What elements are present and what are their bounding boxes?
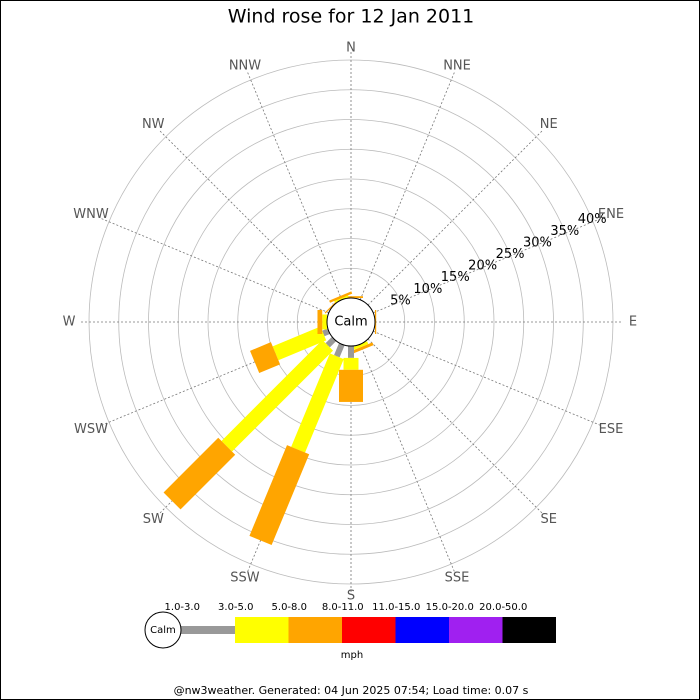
legend-label: 11.0-15.0 (372, 602, 420, 613)
bar-segment (334, 343, 345, 358)
footer: @nw3weather. Generated: 04 Jun 2025 07:5… (174, 684, 529, 697)
bar-segment (325, 336, 337, 348)
bar-segment (291, 353, 344, 453)
grid-ring (207, 178, 495, 466)
bar-segment (348, 346, 354, 358)
direction-label: E (629, 315, 637, 330)
legend-label: 3.0-5.0 (218, 602, 253, 613)
legend-swatch (342, 617, 396, 643)
legend-calm-label: Calm (150, 625, 176, 636)
direction-label: WSW (74, 422, 108, 437)
direction-label: S (347, 589, 355, 604)
r-tick-label: 5% (390, 293, 411, 308)
bar-segment (250, 342, 281, 374)
legend-calm-circle (144, 611, 182, 649)
bar-segment (350, 342, 374, 355)
legend-swatch (235, 617, 289, 643)
legend-swatch (449, 617, 503, 643)
legend-swatch (288, 617, 342, 643)
direction-line (247, 72, 343, 300)
bar-segment (334, 295, 349, 303)
bar-segment (343, 357, 359, 370)
calm-label: Calm (334, 315, 367, 330)
direction-label: ENE (598, 207, 624, 222)
direction-label: SSE (445, 570, 470, 585)
bar-segment (221, 339, 334, 452)
direction-line (159, 130, 335, 306)
unit-label: mph (341, 650, 363, 661)
bar-segment (249, 445, 310, 546)
direction-label: SE (541, 512, 557, 527)
direction-label: ESE (599, 422, 624, 437)
direction-line (373, 330, 601, 426)
r-tick-label: 35% (550, 224, 579, 239)
calm-circle (326, 297, 376, 347)
r-tick-label: 10% (413, 282, 442, 297)
direction-label: NNE (443, 59, 471, 74)
legend-swatch (502, 617, 556, 643)
legend-label: 20.0-50.0 (479, 602, 527, 613)
direction-label: NE (540, 117, 558, 132)
direction-line (101, 218, 329, 314)
bar-segment (339, 296, 363, 298)
r-tick-label: 20% (468, 259, 497, 274)
bar-segment (375, 310, 377, 334)
bar-segment (317, 310, 323, 334)
bar-segment (329, 291, 353, 303)
direction-label: NW (142, 117, 165, 132)
legend-label: 8.0-11.0 (322, 602, 364, 613)
r-tick-label: 30% (523, 235, 552, 250)
legend-swatch (395, 617, 449, 643)
legend-label: 5.0-8.0 (272, 602, 307, 613)
direction-label: W (63, 315, 76, 330)
direction-label: SSW (230, 570, 260, 585)
direction-line (359, 72, 455, 300)
r-tick-label: 25% (496, 247, 525, 262)
r-tick-label: 40% (578, 212, 607, 227)
direction-line (367, 338, 543, 514)
direction-label: NNW (229, 59, 261, 74)
legend-label: 15.0-20.0 (426, 602, 474, 613)
direction-label: WNW (73, 207, 109, 222)
legend-label: 1.0-3.0 (165, 602, 200, 613)
direction-label: SW (143, 512, 164, 527)
bar-segment (339, 369, 363, 402)
direction-line (359, 344, 455, 572)
direction-label: N (346, 41, 356, 56)
direction-line (367, 130, 543, 306)
grid-ring (267, 238, 435, 406)
chart-title: Wind rose for 12 Jan 2011 (228, 6, 475, 28)
bar-segment (322, 314, 327, 330)
direction-line (373, 218, 601, 314)
bar-segment (353, 341, 369, 350)
bar-segment (272, 326, 327, 361)
bar-segment (163, 437, 236, 510)
grid-ring (148, 119, 554, 525)
